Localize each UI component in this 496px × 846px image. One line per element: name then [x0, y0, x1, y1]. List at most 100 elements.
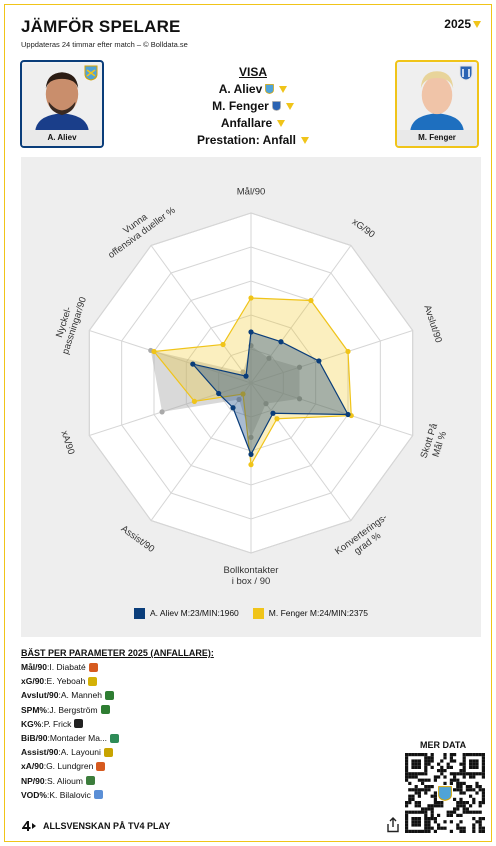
qr-module [424, 769, 428, 773]
performance-selector[interactable]: Prestation: Anfall [155, 133, 351, 147]
qr-module [430, 794, 434, 798]
qr-module [478, 788, 482, 792]
best-row[interactable]: SPM%: J. Bergström [21, 703, 214, 717]
qr-module [459, 762, 463, 766]
legend-item-fenger[interactable]: M. Fenger M:24/MIN:2375 [252, 608, 368, 620]
qr-module [443, 820, 447, 824]
qr-module [459, 797, 463, 801]
position-selector[interactable]: Anfallare [155, 116, 351, 130]
qr-module [469, 775, 473, 779]
qr-module [437, 801, 441, 805]
qr-module [408, 775, 412, 779]
season-selector[interactable]: 2025 [444, 17, 481, 31]
best-row[interactable]: KG%: P. Frick [21, 717, 214, 731]
qr-module [469, 810, 473, 814]
qr-module [430, 753, 434, 757]
radar-axis-label: xA/90 [58, 429, 76, 456]
qr-module [421, 753, 425, 757]
best-row[interactable]: VOD%: K. Bilalovic [21, 788, 214, 802]
share-icon[interactable] [386, 817, 400, 833]
radar-point [230, 405, 236, 411]
qr-module [462, 769, 466, 773]
qr-module [459, 801, 463, 805]
radar-point [220, 341, 226, 348]
qr-module [449, 781, 453, 785]
qr-module [462, 775, 466, 779]
qr-module [433, 794, 437, 798]
player-card-right[interactable]: M. Fenger [395, 60, 479, 148]
best-row[interactable]: Avslut/90: A. Manneh [21, 688, 214, 702]
best-parameter-label: xA/90 [21, 761, 44, 772]
best-parameter-label: SPM% [21, 704, 47, 715]
performance-selected: Prestation: Anfall [197, 133, 296, 147]
qr-module [478, 826, 482, 830]
best-row[interactable]: xG/90: E. Yeboah [21, 674, 214, 688]
radar-point [266, 355, 272, 361]
qr-module [456, 772, 460, 776]
qr-module [408, 794, 412, 798]
qr-module [462, 765, 466, 769]
radar-axis-label-text: Assist/90 [119, 523, 157, 555]
player1-selector[interactable]: A. Aliev [155, 82, 351, 96]
qr-module [417, 765, 421, 769]
best-row[interactable]: Assist/90: A. Layouni [21, 745, 214, 759]
qr-module [414, 775, 418, 779]
qr-code[interactable] [405, 753, 485, 833]
radar-point [274, 416, 280, 422]
radar-axis-label: Assist/90 [119, 523, 157, 555]
player2-selector[interactable]: M. Fenger [155, 99, 351, 113]
qr-module [421, 807, 425, 811]
player2-selected: M. Fenger [212, 99, 269, 113]
radar-point [345, 348, 351, 355]
best-row[interactable]: BiB/90: Montader Ma... [21, 731, 214, 745]
chevron-down-icon [473, 21, 481, 29]
qr-module [437, 762, 441, 766]
tv4-play-label: ALLSVENSKAN PÅ TV4 PLAY [43, 821, 171, 831]
qr-module [408, 753, 412, 757]
qr-module [440, 826, 444, 830]
tv4-play-banner[interactable]: ALLSVENSKAN PÅ TV4 PLAY [21, 820, 170, 832]
qr-module [446, 765, 450, 769]
club-crest-icon [96, 761, 106, 771]
best-row[interactable]: xA/90: G. Lundgren [21, 759, 214, 773]
qr-module [462, 807, 466, 811]
club-crest-icon [265, 84, 275, 94]
club-crest-icon [104, 690, 114, 700]
player-card-left[interactable]: A. Aliev [20, 60, 104, 148]
qr-module [414, 753, 418, 757]
qr-module [414, 759, 418, 763]
qr-module [424, 756, 428, 760]
qr-module [430, 807, 434, 811]
qr-module [414, 785, 418, 789]
qr-module [424, 791, 428, 795]
qr-module [424, 772, 428, 776]
qr-module [411, 797, 415, 801]
qr-module [421, 810, 425, 814]
qr-module [414, 804, 418, 808]
qr-module [405, 826, 409, 830]
qr-module [481, 826, 485, 830]
qr-module [472, 788, 476, 792]
qr-module [417, 829, 421, 833]
best-parameter-label: Mål/90 [21, 662, 47, 672]
qr-module [475, 810, 479, 814]
qr-module [408, 781, 412, 785]
qr-module [421, 788, 425, 792]
qr-module [424, 759, 428, 763]
chevron-down-icon [285, 102, 294, 110]
qr-module [414, 823, 418, 827]
qr-module [472, 772, 476, 776]
qr-module [459, 829, 463, 833]
qr-module [475, 753, 479, 757]
qr-module [459, 813, 463, 817]
qr-module [411, 772, 415, 776]
qr-module [411, 823, 415, 827]
best-row[interactable]: Mål/90: I. Diabaté [21, 660, 214, 674]
qr-module [478, 829, 482, 833]
qr-module [478, 820, 482, 824]
qr-module [459, 820, 463, 824]
qr-module [472, 817, 476, 821]
best-row[interactable]: NP/90: S. Alioum [21, 774, 214, 788]
legend-item-aliev[interactable]: A. Aliev M:23/MIN:1960 [133, 608, 239, 620]
